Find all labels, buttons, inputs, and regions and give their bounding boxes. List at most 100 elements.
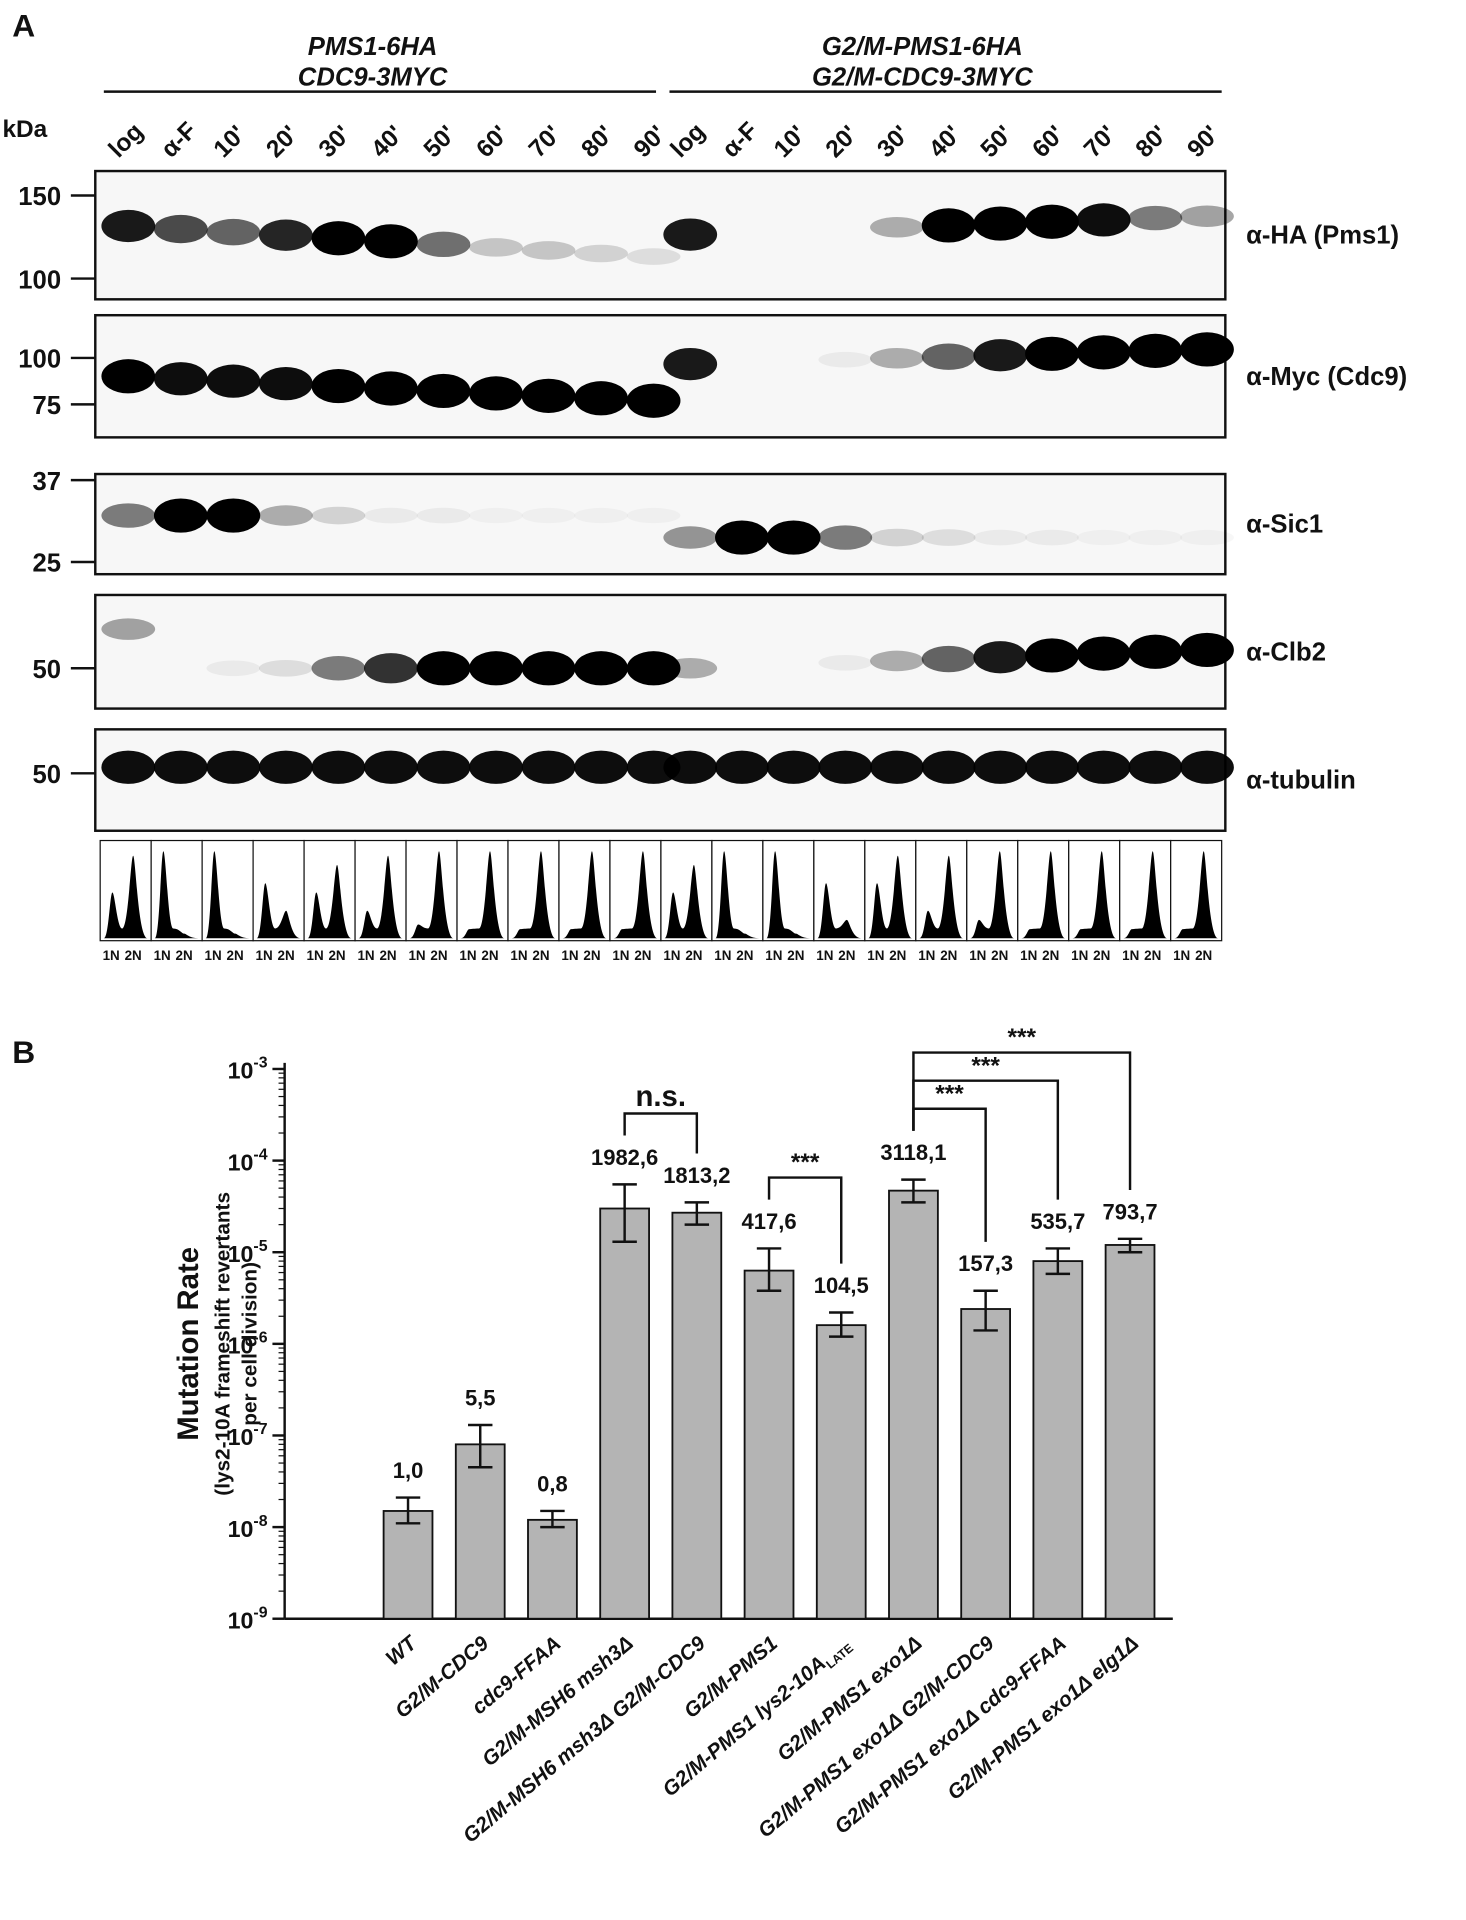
band <box>101 618 156 640</box>
error-bar <box>1117 1237 1143 1254</box>
marker-label: 75 <box>33 392 62 420</box>
error-bar <box>756 1247 782 1292</box>
y-tick-exponent: -4 <box>253 1146 267 1163</box>
facs-profile <box>817 883 862 939</box>
band <box>663 218 718 251</box>
error-bar <box>684 1201 710 1226</box>
facs-profile <box>1072 851 1117 939</box>
y-tick-exponent: -6 <box>253 1330 267 1347</box>
facs-profile <box>256 883 301 939</box>
significance-label: *** <box>1007 1024 1036 1051</box>
y-tick-label: 10-6 <box>228 1330 268 1359</box>
facs-profile <box>1174 851 1219 939</box>
facs-label: 1N <box>561 948 578 963</box>
facs-label: 2N <box>532 948 549 963</box>
error-bar <box>1045 1247 1071 1276</box>
band <box>1180 530 1234 545</box>
bar <box>1032 1260 1084 1620</box>
band <box>258 659 313 677</box>
facs-label: 1N <box>103 948 120 963</box>
facs-label: 2N <box>1042 948 1059 963</box>
band <box>469 750 523 784</box>
facs-label: 2N <box>685 948 702 963</box>
strain-label: G2/M-PMS1-6HA <box>822 33 1023 61</box>
facs-label: 1N <box>205 948 222 963</box>
panel-label: B <box>12 1034 35 1070</box>
facs-label: 2N <box>227 948 244 963</box>
error-bar <box>829 1311 854 1338</box>
facs-label: 1N <box>1071 948 1088 963</box>
facs-profile <box>103 855 148 939</box>
band <box>574 750 628 784</box>
value-label: 535,7 <box>1030 1209 1085 1234</box>
bar <box>671 1211 723 1620</box>
y-tick-exponent: -5 <box>253 1238 267 1255</box>
significance-label: n.s. <box>635 1080 686 1113</box>
y-tick-base: 10 <box>228 1241 254 1267</box>
y-tick-base: 10 <box>228 1424 254 1450</box>
strain-label: PMS1-6HA <box>308 33 438 61</box>
facs-label: 2N <box>328 948 345 963</box>
band <box>364 653 418 684</box>
lane-label: 30' <box>314 121 356 163</box>
facs-label: 1N <box>256 948 273 963</box>
band <box>258 750 313 784</box>
band <box>101 503 156 528</box>
significance-bracket <box>912 1051 1132 1190</box>
band <box>766 750 821 784</box>
facs-label: 2N <box>125 948 142 963</box>
lane-label: 70' <box>524 121 566 163</box>
band <box>1025 529 1079 546</box>
facs-label: 1N <box>969 948 986 963</box>
facs-label: 1N <box>867 948 884 963</box>
error-bar <box>901 1178 926 1204</box>
lane-label: α-F <box>717 117 763 163</box>
facs-label: 1N <box>1173 948 1190 963</box>
lane-label: 40' <box>924 121 966 163</box>
band <box>1128 333 1183 368</box>
facs-label: 2N <box>1093 948 1110 963</box>
band <box>870 216 924 238</box>
band <box>870 750 924 784</box>
y-tick-base: 10 <box>228 1607 254 1633</box>
value-label: 3118,1 <box>880 1140 946 1165</box>
strain-label: CDC9-3MYC <box>298 64 448 92</box>
band <box>364 507 418 524</box>
error-bar <box>612 1183 637 1243</box>
band <box>153 750 208 784</box>
band <box>818 351 873 368</box>
antibody-label: α-HA (Pms1) <box>1246 222 1399 250</box>
band <box>153 498 208 533</box>
bar <box>1104 1244 1156 1620</box>
category-subscript: LATE <box>823 1641 856 1672</box>
band <box>870 347 924 369</box>
y-axis-label: per cell division) <box>239 1262 262 1426</box>
facs-label: 1N <box>816 948 833 963</box>
y-tick-label: 10-4 <box>228 1146 268 1175</box>
value-label: 417,6 <box>742 1209 797 1234</box>
facs-label: 1N <box>408 948 425 963</box>
lane-label: 60' <box>471 121 513 163</box>
band <box>627 508 681 523</box>
facs-profile <box>205 851 250 939</box>
error-bar <box>395 1496 421 1525</box>
facs-label: 2N <box>787 948 804 963</box>
band <box>818 525 873 550</box>
facs-label: 2N <box>1144 948 1161 963</box>
lane-label: log <box>104 118 149 163</box>
marker-label: 37 <box>33 468 62 496</box>
band <box>1025 750 1079 784</box>
significance-label: *** <box>971 1052 1000 1079</box>
band <box>1128 530 1182 545</box>
lane-label: 30' <box>872 121 914 163</box>
band <box>626 651 681 686</box>
y-tick-base: 10 <box>228 1333 254 1359</box>
bar <box>454 1443 506 1620</box>
band <box>521 750 576 784</box>
y-tick-base: 10 <box>228 1516 254 1542</box>
band <box>574 244 628 263</box>
band <box>469 376 523 411</box>
value-label: 1,0 <box>393 1458 424 1483</box>
band <box>258 219 313 251</box>
facs-label: 1N <box>306 948 323 963</box>
